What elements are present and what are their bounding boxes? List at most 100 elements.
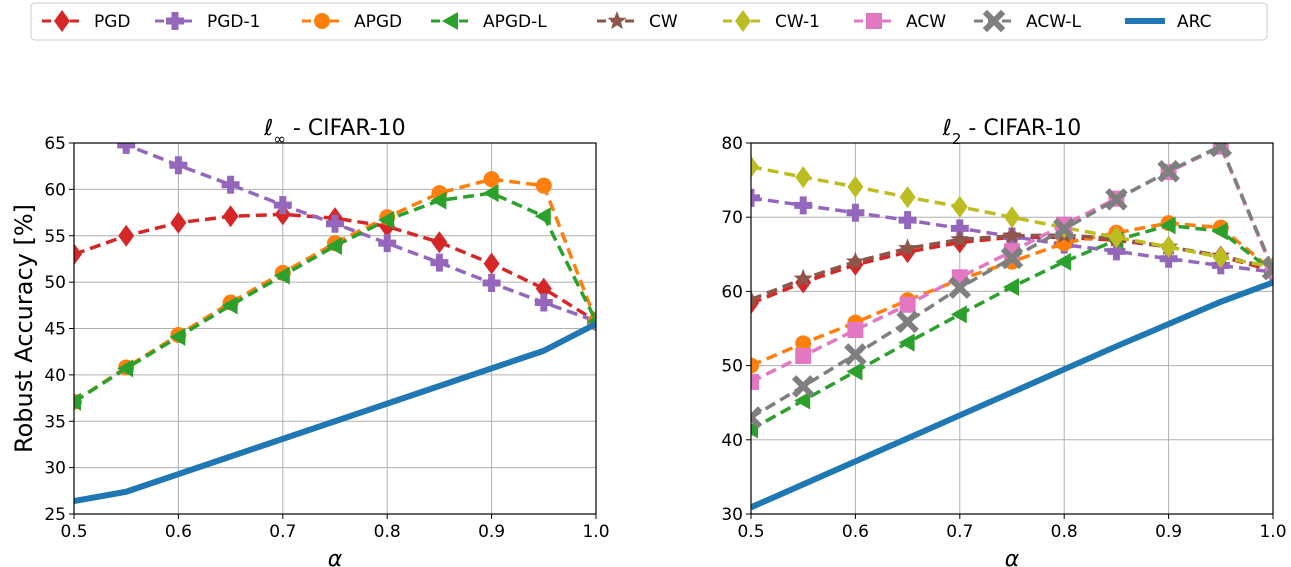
data-point [170, 211, 187, 234]
legend-item-acw-l: ACW-L [974, 9, 1081, 33]
y-tick-label: 55 [44, 227, 66, 247]
data-point [74, 392, 81, 411]
legend-label: ACW-L [1026, 12, 1081, 32]
series-arc [751, 279, 1273, 511]
chart-l2-cifar10: ℓ2 - CIFAR-10 α 0.5 0.6 0.7 0.8 0.9 1.0 30 40 50… [721, 116, 1286, 567]
legend-label: APGD [354, 12, 402, 32]
data-point [846, 362, 863, 381]
data-point [1159, 249, 1178, 268]
data-point [118, 224, 135, 247]
data-point [950, 229, 970, 248]
legend-marker [314, 13, 330, 29]
data-point [751, 188, 760, 207]
data-point [896, 310, 919, 334]
data-point [751, 155, 759, 178]
data-point [1055, 252, 1072, 271]
grid [73, 142, 597, 515]
chart-linf-cifar10: ℓ∞ - CIFAR-10 α Robust Accuracy [%] 0.5 0… [10, 116, 610, 567]
legend-marker [166, 12, 184, 30]
y-tick-label: 40 [44, 366, 66, 386]
data-point [430, 191, 447, 210]
data-point [169, 327, 186, 346]
data-point [898, 333, 915, 352]
legend-marker [735, 10, 751, 32]
x-tick-label: 0.6 [165, 522, 192, 542]
data-point [898, 211, 917, 230]
y-tick-label: 60 [721, 282, 743, 302]
x-tick-label: 0.5 [60, 522, 87, 542]
y-tick-label: 25 [44, 505, 66, 525]
data-point [431, 231, 448, 254]
data-point [793, 268, 813, 287]
y-tick-label: 30 [44, 459, 66, 479]
legend-marker [54, 10, 70, 32]
data-point [74, 243, 82, 266]
y-tick-label: 80 [721, 134, 743, 154]
x-tick-label: 1.0 [1259, 522, 1286, 542]
data-point [326, 214, 344, 233]
data-point [795, 335, 812, 352]
data-point [1157, 159, 1180, 183]
legend-item-cw: CW [597, 11, 678, 32]
data-point [482, 274, 501, 293]
series-arc [74, 321, 596, 504]
data-point [795, 166, 812, 189]
data-point [535, 277, 552, 300]
x-tick-label: 0.7 [269, 522, 296, 542]
data-point [845, 251, 865, 270]
legend: PGD PGD-1 APGD APGD-L CW CW-1 ACW ACW-L ARC [30, 2, 1268, 41]
series-acw-l [751, 143, 1273, 429]
data-point [899, 186, 916, 209]
series-line [74, 191, 596, 404]
data-point [534, 293, 553, 312]
data-point [378, 210, 395, 229]
y-tick-label: 40 [721, 431, 743, 451]
plot-area [73, 142, 597, 515]
data-point [751, 357, 759, 374]
y-tick-label: 65 [44, 134, 66, 154]
x-tick-label: 0.6 [842, 522, 869, 542]
x-tick-label: 0.9 [1155, 522, 1182, 542]
data-point [274, 203, 291, 226]
data-point [794, 391, 811, 410]
data-point [751, 289, 761, 308]
series-group [751, 143, 1273, 511]
data-point [326, 236, 342, 255]
chart-title: ℓ∞ - CIFAR-10 [263, 116, 405, 148]
data-point [751, 373, 759, 390]
legend-item-apgd-l: APGD-L [431, 12, 547, 32]
x-axis-label: α [1005, 547, 1020, 567]
x-tick-label: 0.5 [737, 522, 764, 542]
data-point [482, 184, 499, 203]
legend-marker [982, 9, 1006, 33]
y-tick-label: 50 [721, 357, 743, 377]
series-group [74, 143, 596, 504]
axes-frame [750, 142, 1274, 515]
data-point [899, 296, 916, 313]
data-point [791, 375, 815, 398]
legend-item-pgd: PGD [42, 10, 131, 32]
legend-frame [30, 2, 1268, 41]
data-point [1160, 235, 1177, 258]
x-axis-label: α [328, 547, 343, 567]
data-point [1003, 277, 1019, 296]
x-tick-label: 0.8 [374, 522, 401, 542]
chart-title: ℓ2 - CIFAR-10 [942, 116, 1081, 148]
tick-labels: 0.5 0.6 0.7 0.8 0.9 1.0 25 30 35 40 45 50 55 60 65 [44, 134, 609, 542]
series-apgd-l [74, 184, 596, 411]
data-point [1107, 242, 1126, 261]
data-point [221, 175, 240, 194]
legend-item-cw-1: CW-1 [723, 10, 820, 32]
data-point [378, 234, 397, 253]
data-point [273, 266, 290, 285]
data-point [794, 196, 813, 215]
data-point [751, 406, 763, 429]
data-point [222, 205, 239, 228]
data-point [1108, 226, 1125, 249]
data-point [117, 359, 134, 378]
data-point [847, 321, 864, 338]
x-tick-label: 0.8 [1051, 522, 1078, 542]
series-line [74, 321, 596, 504]
y-tick-label: 45 [44, 320, 66, 340]
